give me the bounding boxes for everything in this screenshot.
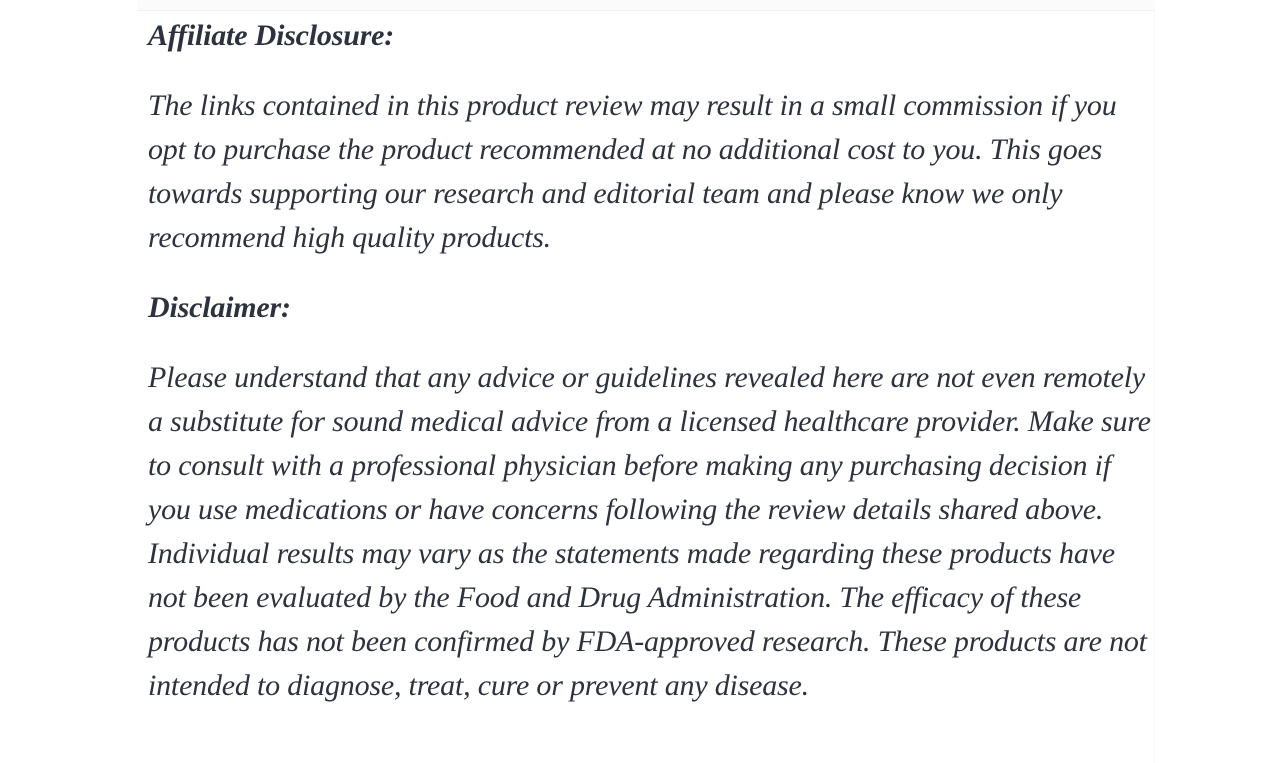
article-content: Affiliate Disclosure: The links containe… [148, 0, 1154, 734]
affiliate-disclosure-section: Affiliate Disclosure: The links containe… [148, 14, 1154, 260]
disclaimer-paragraph: Please understand that any advice or gui… [148, 361, 1151, 702]
disclaimer-heading: Disclaimer: [148, 291, 291, 324]
right-divider [1154, 10, 1155, 763]
disclaimer-section: Disclaimer: Please understand that any a… [148, 286, 1154, 708]
affiliate-disclosure-paragraph: The links contained in this product revi… [148, 89, 1117, 254]
top-divider [137, 0, 1155, 11]
affiliate-disclosure-heading: Affiliate Disclosure: [148, 19, 395, 52]
